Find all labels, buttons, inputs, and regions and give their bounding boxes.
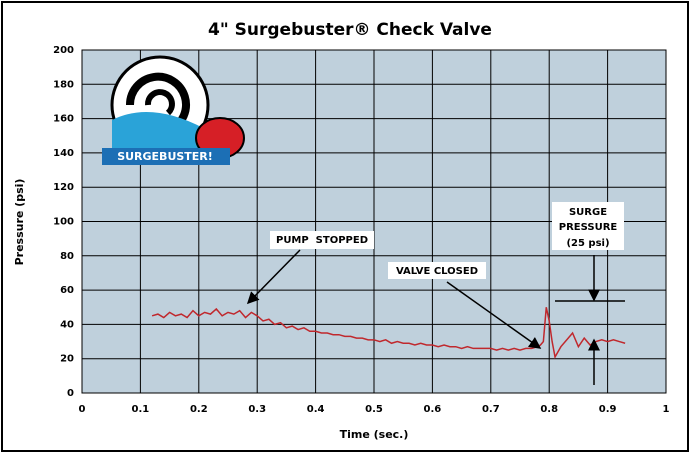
logo-text: SURGEBUSTER!	[117, 150, 213, 163]
x-tick-label: 0.2	[190, 404, 208, 415]
x-tick-label: 0.8	[540, 404, 558, 415]
x-tick-label: 0.3	[248, 404, 266, 415]
annotation: (25 psi)	[566, 238, 609, 249]
x-tick-label: 0.6	[424, 404, 442, 415]
annotation: SURGE	[569, 207, 607, 218]
y-tick-label: 20	[60, 354, 74, 365]
x-tick-label: 0.7	[482, 404, 500, 415]
x-tick-label: 0.1	[132, 404, 150, 415]
y-tick-label: 40	[60, 319, 74, 330]
y-tick-label: 180	[53, 79, 74, 90]
x-tick-label: 0	[79, 404, 86, 415]
y-tick-label: 100	[53, 217, 74, 228]
annotation: VALVE CLOSED	[396, 266, 478, 277]
y-tick-label: 160	[53, 114, 74, 125]
x-tick-label: 0.4	[307, 404, 325, 415]
y-tick-label: 60	[60, 285, 74, 296]
chart-title: 4" Surgebuster® Check Valve	[208, 20, 492, 40]
x-tick-label: 0.5	[365, 404, 383, 415]
x-tick-label: 1	[663, 404, 670, 415]
y-tick-label: 0	[67, 388, 74, 399]
y-tick-label: 140	[53, 148, 74, 159]
annotation: PRESSURE	[559, 222, 618, 233]
chart: 4" Surgebuster® Check Valve 020406080100…	[0, 0, 692, 455]
x-tick-label: 0.9	[599, 404, 617, 415]
y-tick-label: 80	[60, 251, 74, 262]
x-axis-label: Time (sec.)	[340, 428, 409, 441]
annotation: PUMP STOPPED	[276, 235, 368, 246]
y-axis-label: Pressure (psi)	[13, 179, 26, 266]
y-tick-label: 200	[53, 45, 74, 56]
y-tick-label: 120	[53, 182, 74, 193]
